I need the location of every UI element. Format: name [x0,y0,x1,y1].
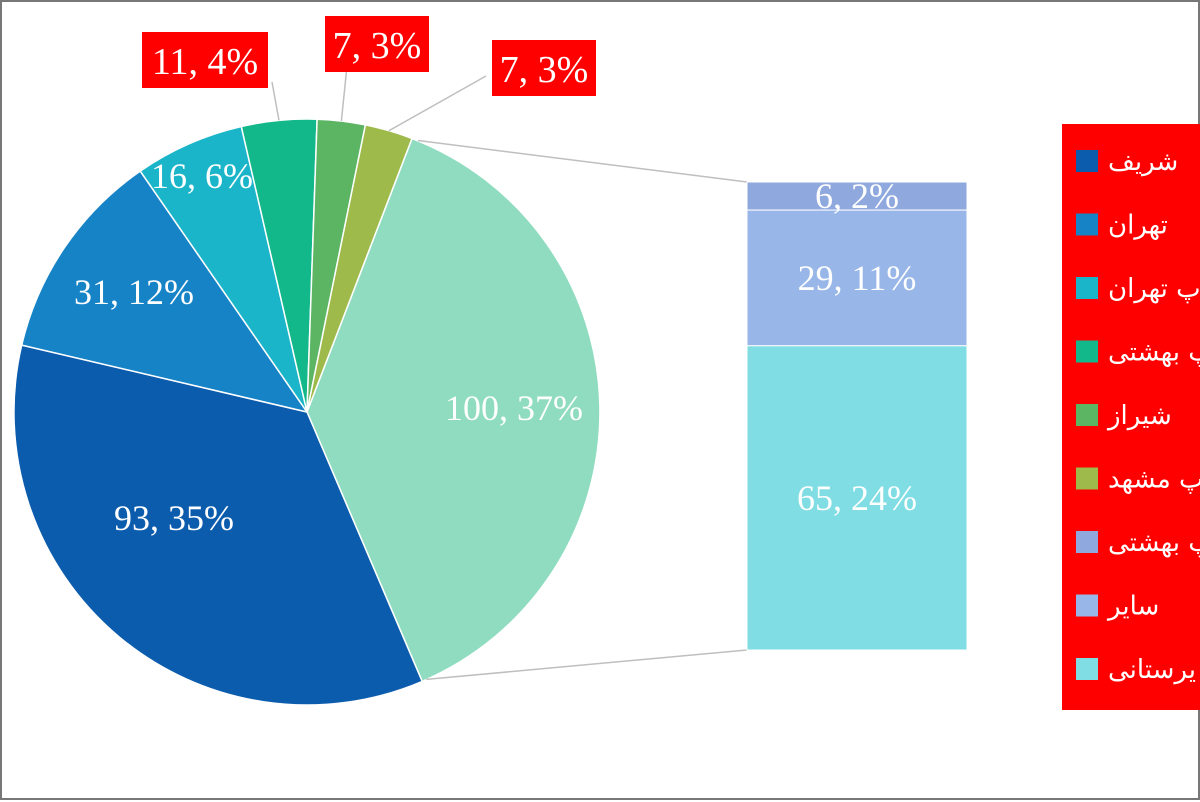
legend-label: یرستانی [1108,655,1196,685]
bar-segment-label: 29, 11% [798,258,917,298]
slice-data-label: 100, 37% [445,388,583,428]
connector-line [426,649,748,681]
callout-leader-line [271,81,280,121]
bar-segment-label: 6, 2% [815,176,899,216]
callout-box [142,32,268,88]
legend-label: پ مشهد [1108,465,1200,495]
slice-data-label: 93, 35% [114,498,234,538]
legend-swatch [1076,594,1098,617]
legend-label: پ تهران [1108,274,1200,304]
legend-swatch [1076,404,1098,426]
pie-slice [306,124,413,413]
legend-label: پ بهشتی [1108,338,1200,368]
connector-line [417,139,748,183]
legend-swatch [1076,467,1098,490]
legend-swatch [1076,340,1098,363]
legend-swatch [1076,531,1098,553]
callout-data-label: 7, 3% [500,49,589,91]
legend-label: سایر [1106,592,1159,622]
pie-slice [306,137,601,683]
bar-segment [746,209,968,347]
legend-label: تهران [1108,211,1168,241]
slice-data-label: 31, 12% [74,272,194,312]
callout-leader-line [340,65,348,122]
callout-data-label: 7, 3% [333,25,422,67]
legend-label: شریف [1108,147,1178,177]
pie-slice [13,344,424,706]
legend-label: شیراز [1106,401,1172,431]
legend-swatch [1076,213,1098,236]
callout-box [325,16,429,72]
callout-box [492,40,596,96]
bar-segment-label: 65, 24% [797,478,917,518]
legend-swatch [1076,150,1098,172]
bar-segment [746,345,968,651]
callout-data-label: 11, 4% [152,41,258,83]
legend-label: پ بهشتی [1108,528,1200,558]
legend-swatch [1076,658,1098,680]
callout-leader-line [388,75,487,132]
slice-data-label: 16, 6% [151,156,253,196]
legend-swatch [1076,277,1098,299]
pie-slice [20,170,309,414]
